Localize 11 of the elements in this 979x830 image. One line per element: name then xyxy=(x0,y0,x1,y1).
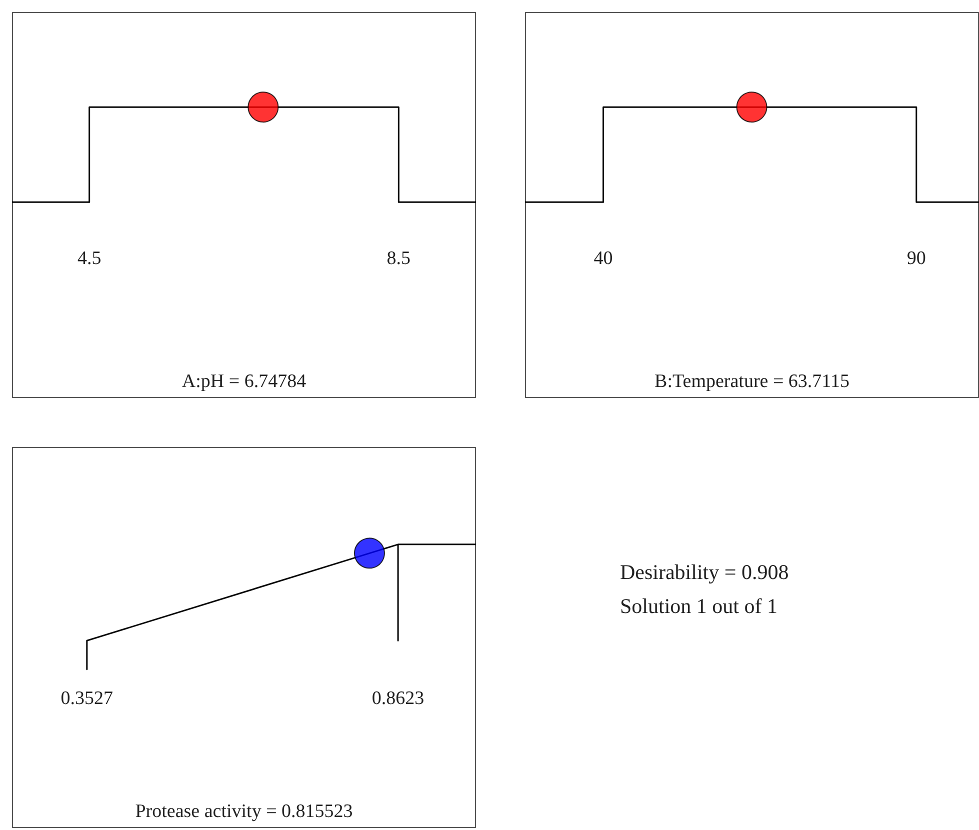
x-axis-title: B:Temperature = 63.7115 xyxy=(654,371,850,392)
text: Solution 1 out of 1 xyxy=(620,593,779,620)
x-axis-title: Protease activity = 0.815523 xyxy=(135,801,353,822)
x-tick-label: 90 xyxy=(906,248,926,269)
text: Desirability = 0.908 xyxy=(620,559,789,586)
x-tick-label: 8.5 xyxy=(386,248,411,269)
x-tick-label: 40 xyxy=(594,248,613,269)
x-tick-label: 4.5 xyxy=(77,248,102,269)
x-tick-label: 0.8623 xyxy=(372,688,424,709)
x-axis-title: A:pH = 6.74784 xyxy=(182,371,307,392)
x-tick-label: 0.3527 xyxy=(60,688,114,709)
